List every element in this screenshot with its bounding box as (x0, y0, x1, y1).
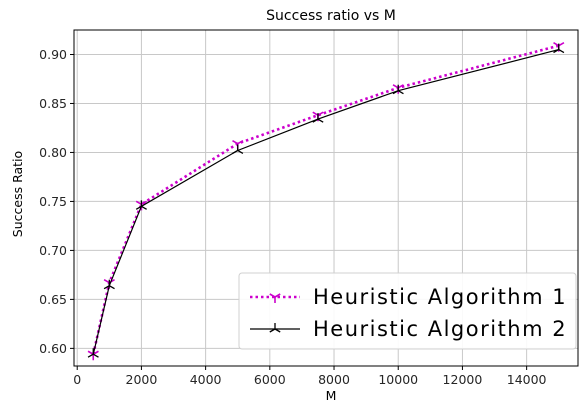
y-tick-label: 0.90 (39, 47, 67, 62)
legend-marker-1 (269, 293, 281, 303)
x-tick-label: 8000 (318, 372, 350, 387)
y-tick-label: 0.70 (39, 243, 67, 258)
series-2-marker (135, 200, 147, 210)
x-tick-label: 14000 (507, 372, 547, 387)
series-2-marker (103, 279, 115, 290)
y-tick-label: 0.75 (39, 194, 67, 209)
y-tick-label: 0.65 (39, 292, 67, 307)
legend-label-1: Heuristic Algorithm 1 (313, 285, 567, 309)
chart-title: Success ratio vs M (266, 8, 396, 24)
series-2-marker (312, 113, 324, 123)
y-axis-label: Success Ratio (10, 151, 25, 237)
legend-box (238, 272, 577, 350)
x-tick-label: 10000 (378, 372, 418, 387)
y-tick-label: 0.85 (39, 96, 67, 111)
y-tick-label: 0.60 (39, 341, 67, 356)
x-axis-label: M (326, 388, 337, 403)
x-axis-ticks: 0 2000 4000 6000 8000 10000 12000 14000 (73, 366, 547, 387)
series-2-marker (392, 84, 404, 95)
legend-marker-2 (269, 323, 281, 333)
x-tick-label: 2000 (126, 372, 158, 387)
legend-label-2: Heuristic Algorithm 2 (313, 317, 567, 341)
series-2-marker (553, 43, 565, 54)
series-2-marker (232, 144, 244, 155)
x-tick-label: 12000 (443, 372, 483, 387)
y-tick-label: 0.80 (39, 145, 67, 160)
series-2-marker (87, 348, 99, 358)
x-tick-label: 6000 (254, 372, 286, 387)
data-series (87, 41, 565, 361)
series-1-marker (87, 350, 99, 361)
x-tick-label: 0 (73, 372, 81, 387)
x-tick-label: 4000 (190, 372, 222, 387)
legend: Heuristic Algorithm 1 Heuristic Algorithm… (238, 272, 577, 350)
plot-frame (73, 29, 579, 367)
y-axis-ticks: 0.60 0.65 0.70 0.75 0.80 0.85 0.90 (39, 47, 74, 356)
